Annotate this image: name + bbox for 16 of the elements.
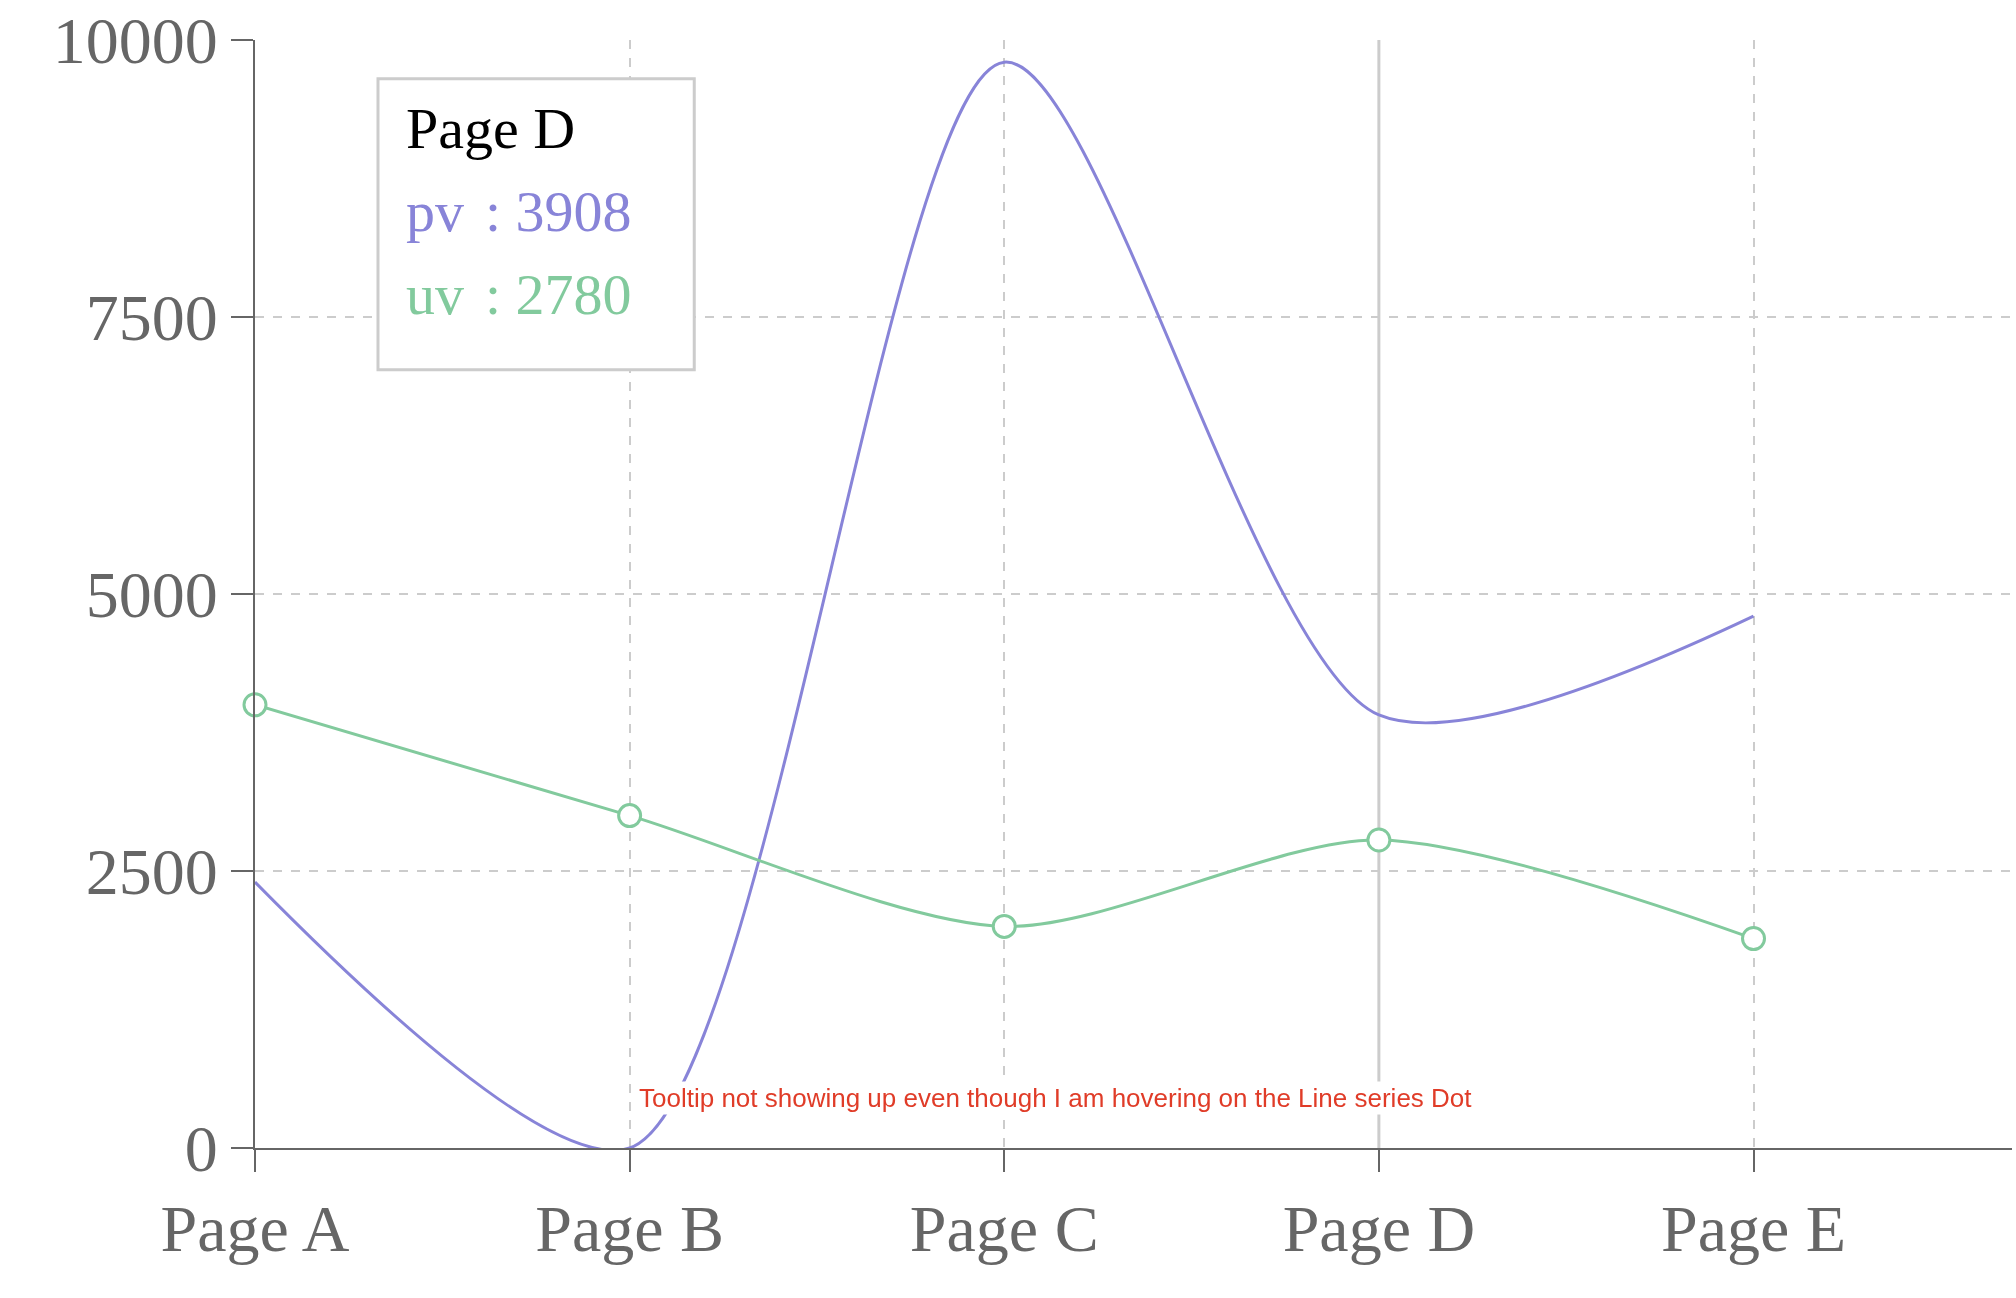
annotation: : 2780 [485,262,632,327]
y-tick-label: 7500 [85,281,218,355]
y-tick-label: 0 [184,1112,218,1186]
x-tick-label: Page B [535,1192,725,1266]
annotation: Page D [406,96,576,161]
x-tick-label: Page D [1282,1192,1476,1266]
y-tick-label: 2500 [85,835,218,909]
annotation: : 3908 [485,179,632,244]
x-tick-label: Page E [1660,1192,1847,1266]
x-tick-label: Page C [909,1192,1099,1266]
y-tick-label: 5000 [85,558,218,632]
text: uv [406,262,464,327]
y-tick-label: 10000 [52,4,218,78]
x-tick-label: Page A [160,1192,350,1266]
text: pv [406,179,464,244]
annotation: Tooltip not showing up even though I am hovering on the Line series Dot [639,1083,1473,1113]
